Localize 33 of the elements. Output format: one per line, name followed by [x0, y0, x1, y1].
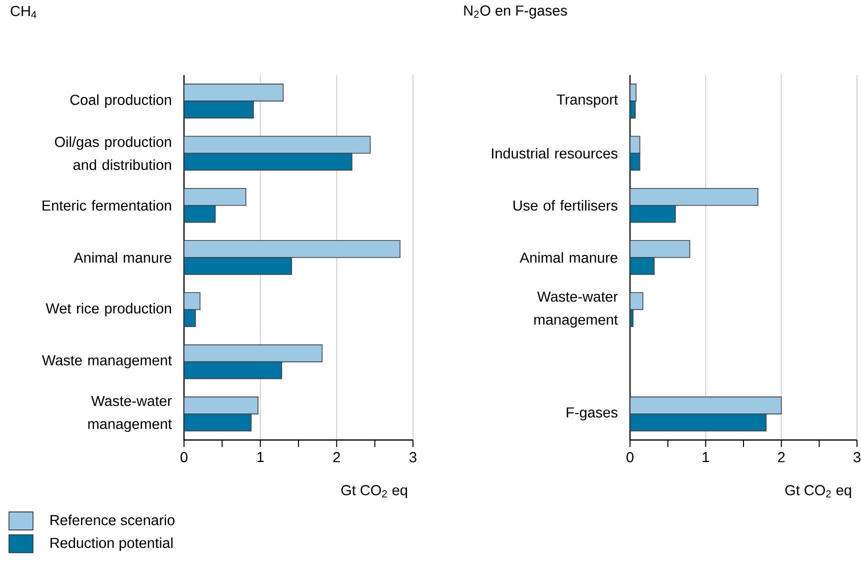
y-tick-label: Transport: [556, 94, 618, 108]
bar: [184, 414, 252, 432]
x-tick-label: 1: [702, 452, 709, 462]
bar: [184, 361, 282, 380]
y-tick-label: Industrial resources: [492, 148, 618, 159]
text: CH$_{4}$: [10, 6, 36, 18]
x-tick-label: 1: [257, 452, 264, 462]
x-tick-label: 2: [333, 452, 340, 462]
x-tick-label: 3: [410, 452, 416, 462]
y-tick-label: Waste-water management: [534, 292, 618, 328]
y-tick-label: Oil/gas production and distribution: [54, 136, 171, 170]
x-tick-label: 0: [180, 452, 188, 462]
bar: [184, 100, 254, 118]
y-tick-label: Coal production: [70, 94, 171, 108]
x-tick-label: 0: [626, 452, 634, 462]
x-axis-title: Gt CO$_{2}$ eq: [785, 485, 852, 498]
bar: [184, 257, 292, 275]
x-tick-label: 2: [778, 452, 785, 462]
y-tick-label: Waste management: [42, 355, 172, 368]
y-tick-label: Wet rice production: [46, 302, 171, 316]
chart-title: N$_{2}$O en F-gases: [464, 5, 567, 19]
bar: [184, 204, 216, 223]
x-tick-label: 3: [854, 452, 860, 462]
legend-label: Reference scenario: [50, 514, 174, 526]
y-tick-label: Enteric fermentation: [42, 200, 172, 211]
x-axis-title: Gt CO$_{2}$ eq: [341, 485, 408, 498]
y-tick-label: F-gases: [566, 407, 618, 420]
y-tick-label: Animal manure: [74, 252, 172, 263]
y-tick-label: Animal manure: [520, 252, 618, 263]
y-tick-label: Use of fertilisers: [514, 200, 618, 211]
y-tick-label: Waste-water management: [88, 396, 172, 432]
bar: [184, 152, 352, 171]
legend-label: Reduction potential: [50, 537, 173, 551]
